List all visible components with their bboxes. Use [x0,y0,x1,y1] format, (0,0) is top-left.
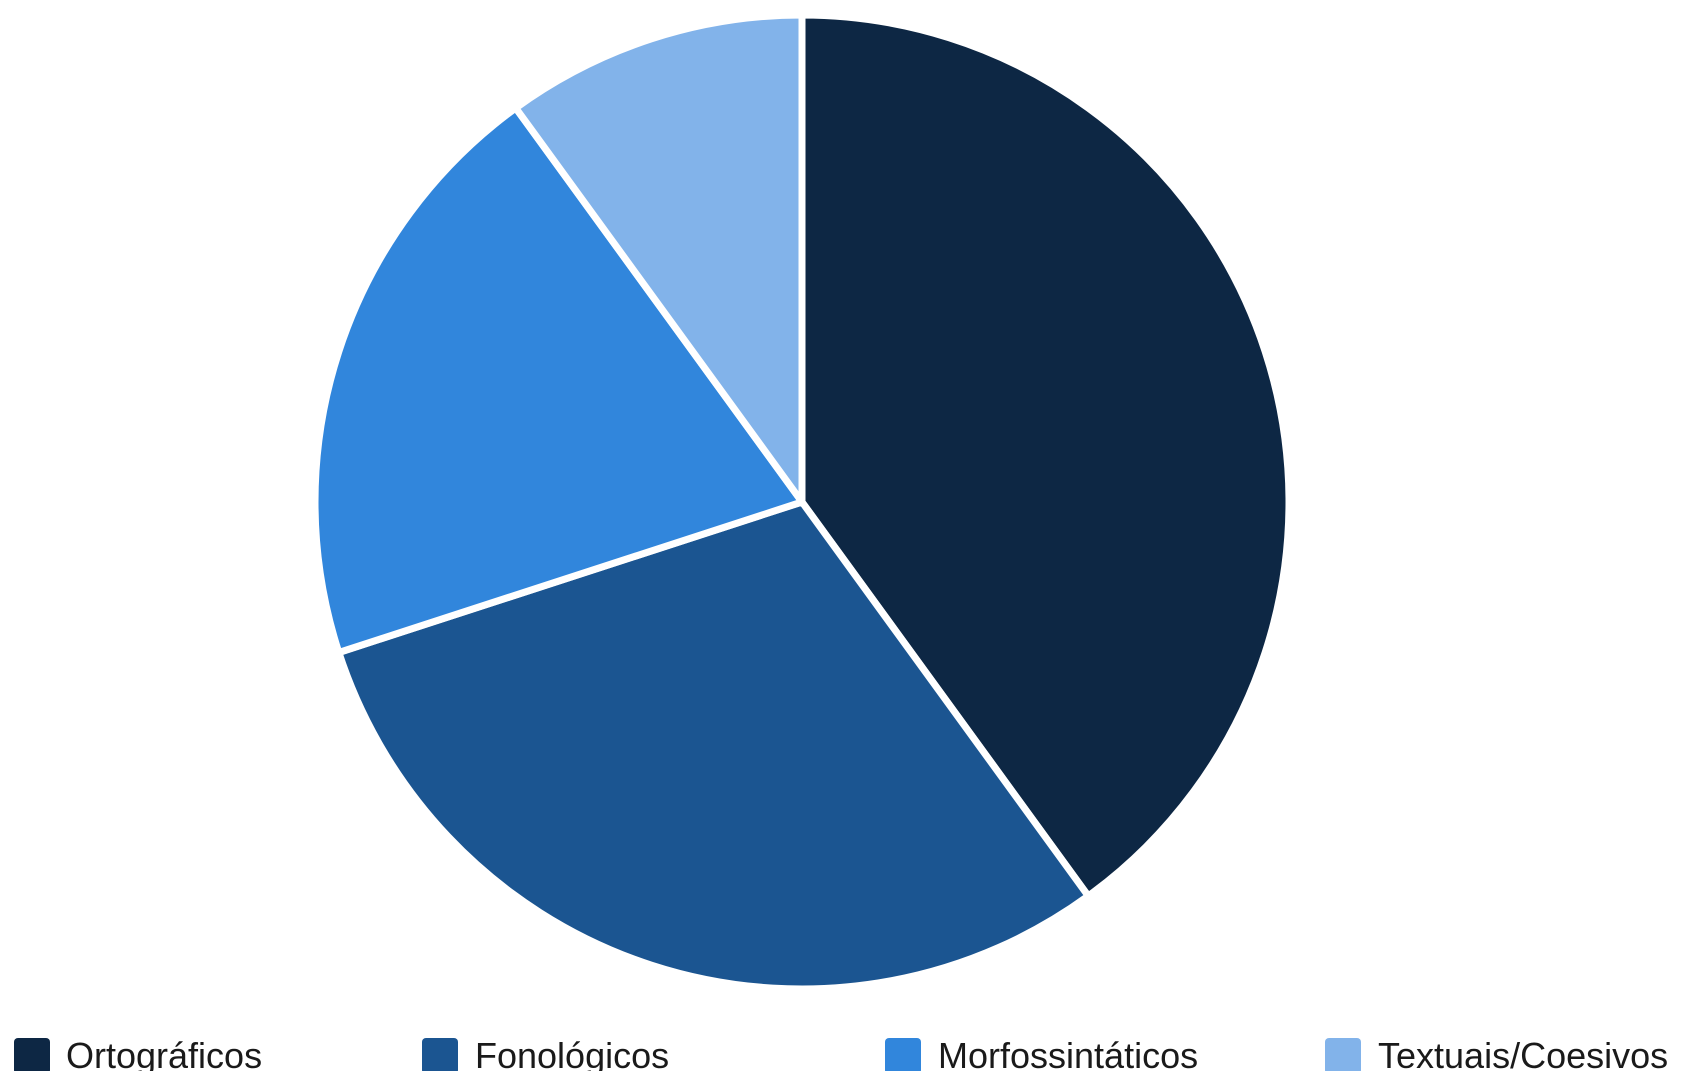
legend-label-fonologicos: Fonológicos [475,1035,669,1071]
legend-item-ortograficos[interactable]: Ortográficos [14,1035,262,1071]
legend-item-fonologicos[interactable]: Fonológicos [422,1035,669,1071]
pie-slice-morfossintaticos[interactable] [311,104,806,656]
legend-item-textuais-coesivos[interactable]: Textuais/Coesivos [1325,1035,1668,1071]
legend-swatch-fonologicos [422,1038,458,1071]
pie-slices [311,11,1293,993]
pie-slice-textuais-coesivos[interactable] [512,11,806,506]
legend: Ortográficos Fonológicos Morfossintático… [14,1035,1668,1071]
legend-item-morfossintaticos[interactable]: Morfossintáticos [885,1035,1198,1071]
legend-swatch-textuais-coesivos [1325,1038,1361,1071]
legend-swatch-ortograficos [14,1038,50,1071]
legend-label-textuais-coesivos: Textuais/Coesivos [1378,1035,1668,1071]
legend-label-morfossintaticos: Morfossintáticos [938,1035,1198,1071]
legend-label-ortograficos: Ortográficos [66,1035,262,1071]
pie-slice-ortograficos[interactable] [798,11,1293,900]
pie-slice-fonologicos[interactable] [335,498,1092,993]
legend-swatch-morfossintaticos [885,1038,921,1071]
